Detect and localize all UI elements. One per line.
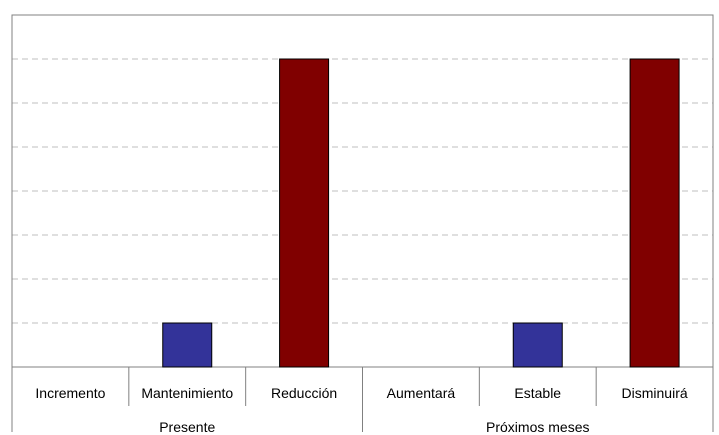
x-axis bbox=[11, 367, 714, 432]
bar-estable bbox=[512, 322, 563, 368]
x-group-labels: Presente Próximos meses bbox=[159, 419, 589, 435]
bar-mantenimiento bbox=[162, 322, 213, 368]
gridlines bbox=[12, 58, 713, 324]
group-label-1: Próximos meses bbox=[486, 419, 589, 435]
tick-label-reducción: Reducción bbox=[271, 385, 337, 401]
tick-label-aumentará: Aumentará bbox=[387, 385, 456, 401]
tick-label-mantenimiento: Mantenimiento bbox=[141, 385, 233, 401]
x-tick-labels: Incremento Mantenimiento Reducción Aumentar… bbox=[35, 385, 687, 401]
group-label-0: Presente bbox=[159, 419, 215, 435]
tick-label-estable: Estable bbox=[514, 385, 561, 401]
bars bbox=[162, 58, 680, 368]
bar-disminuirá bbox=[629, 58, 680, 368]
bar-reducción bbox=[279, 58, 330, 368]
tick-label-incremento: Incremento bbox=[35, 385, 105, 401]
tick-label-disminuirá: Disminuirá bbox=[622, 385, 688, 401]
